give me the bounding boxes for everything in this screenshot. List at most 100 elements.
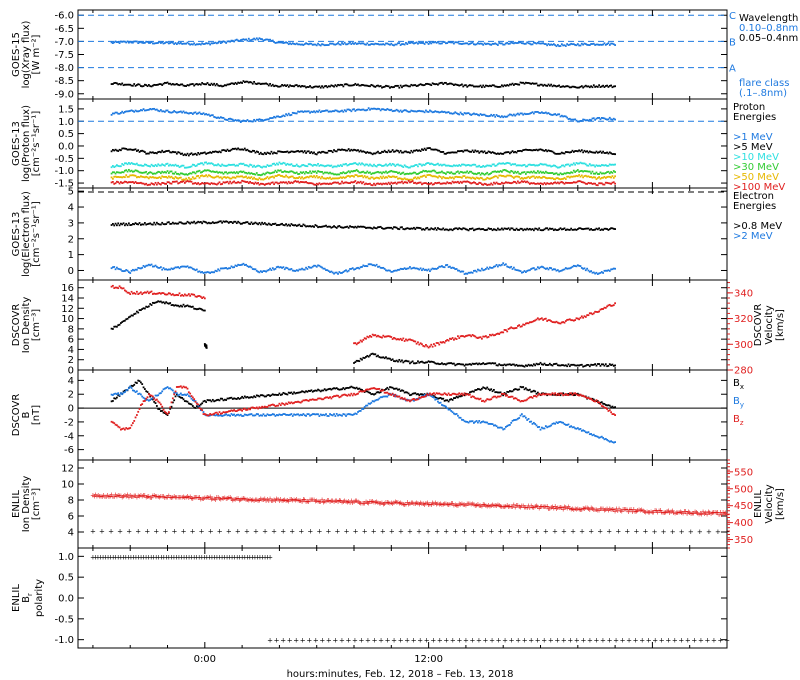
data-point: [199, 171, 202, 174]
data-point: [130, 269, 133, 272]
data-point: [151, 176, 154, 178]
data-point: [590, 151, 593, 153]
data-point: [267, 171, 270, 174]
data-point: [518, 164, 521, 167]
data-point: [482, 178, 485, 181]
data-point: [446, 171, 449, 174]
legend-entry: >0.8 MeV: [733, 221, 782, 232]
data-point: [599, 182, 602, 185]
data-point: [301, 172, 303, 174]
data-point: [337, 181, 339, 184]
data-point: [141, 85, 144, 88]
data-point: [157, 292, 160, 295]
data-point: [181, 397, 184, 399]
data-point: [217, 163, 220, 166]
data-point: [583, 162, 586, 165]
data-point: [514, 150, 517, 153]
data-point: [199, 112, 202, 115]
data-point: [426, 162, 429, 164]
data-point: [330, 226, 333, 229]
data-point: [459, 111, 462, 114]
data-point: [198, 307, 201, 310]
data-point: [555, 85, 558, 88]
data-point: [612, 117, 615, 120]
data-point: [435, 83, 438, 85]
data-point: [511, 181, 514, 184]
data-point: [531, 175, 534, 178]
data-point: [191, 113, 194, 115]
data-point: [507, 363, 510, 366]
data-point: [135, 290, 138, 293]
data-point: [504, 115, 507, 118]
data-point: [325, 389, 327, 392]
data-point: [454, 397, 457, 399]
data-point: [462, 175, 465, 178]
data-point: [578, 170, 581, 173]
data-point: [603, 86, 606, 88]
data-point: [253, 164, 256, 167]
data-point: [399, 181, 402, 184]
data-point: [185, 85, 188, 87]
data-point: [470, 42, 473, 45]
data-point: [578, 86, 581, 89]
data-point: [426, 82, 429, 85]
data-point: [219, 165, 222, 168]
data-point: [437, 171, 439, 174]
data-point: [459, 270, 462, 273]
data-point: [554, 172, 557, 175]
data-point: [162, 151, 165, 154]
data-point: [126, 110, 129, 113]
data-point: [471, 181, 474, 184]
series-1: [110, 37, 617, 48]
data-point: [135, 110, 138, 113]
data-point: [423, 170, 426, 173]
data-point: [555, 320, 558, 323]
data-point: [407, 392, 410, 395]
data-point: [377, 176, 379, 179]
data-point: [480, 42, 483, 45]
data-point: [219, 116, 222, 119]
data-point: [259, 270, 262, 273]
data-point: [433, 175, 435, 178]
data-point: [534, 171, 537, 174]
data-point: [157, 176, 160, 179]
data-point: [574, 175, 577, 178]
data-point: [394, 43, 397, 46]
data-point: [542, 319, 545, 321]
data-point: [568, 229, 571, 231]
y-axis-label: GOES-13log(Proton flux)[cm⁻²s⁻¹sr⁻¹]: [11, 105, 42, 182]
data-point: [313, 264, 315, 267]
data-point: [230, 148, 233, 151]
data-point: [349, 41, 351, 44]
data-point: [127, 110, 130, 113]
data-point: [425, 41, 427, 44]
data-point: [133, 40, 136, 43]
data-point: [279, 41, 282, 44]
data-point: [594, 310, 597, 313]
data-point: [209, 170, 212, 172]
data-point: [193, 164, 196, 166]
data-point: [278, 224, 281, 226]
data-point: [574, 181, 577, 184]
data-point: [592, 151, 595, 154]
data-point: [608, 151, 611, 154]
data-point: [499, 170, 502, 172]
data-point: [262, 178, 265, 181]
data-point: [245, 181, 248, 183]
data-point: [560, 164, 563, 167]
data-point: [357, 266, 359, 269]
data-point: [177, 83, 180, 86]
data-point: [491, 183, 494, 186]
data-point: [473, 163, 475, 166]
data-point: [323, 110, 326, 112]
data-point: [503, 329, 506, 331]
data-point: [322, 267, 325, 270]
data-point: [568, 172, 571, 175]
data-point: [338, 388, 341, 391]
data-point: [277, 41, 279, 44]
data-point: [483, 113, 486, 116]
data-point: [403, 164, 406, 167]
data-point: [314, 224, 317, 226]
data-point: [480, 183, 483, 186]
data-point: [222, 116, 225, 119]
